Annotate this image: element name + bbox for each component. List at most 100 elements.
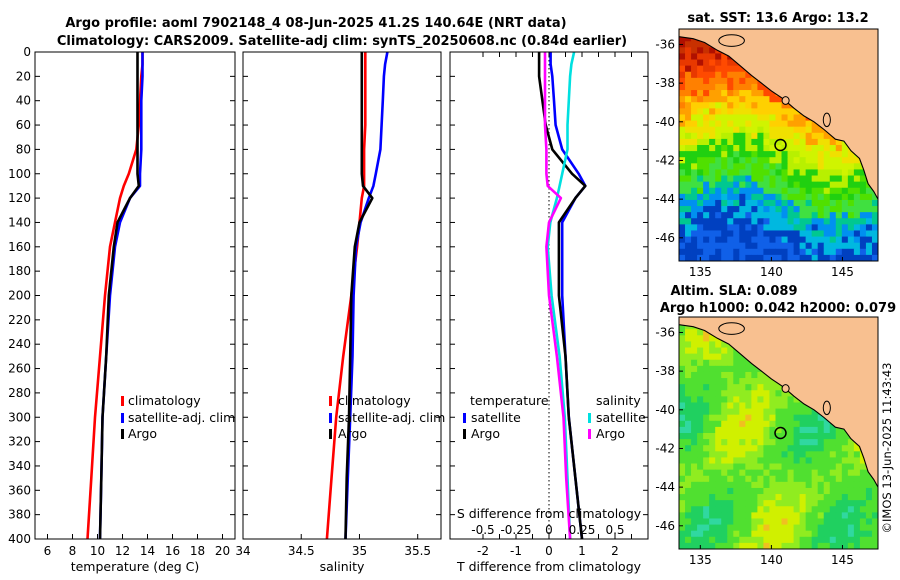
map-cell [703,542,710,550]
map-cell [751,506,758,513]
map-cell [805,518,813,525]
depth-tick-label: 40 [16,94,31,108]
map-cell [775,469,782,477]
depth-tick-label: 140 [8,215,31,229]
salinity-legend: climatology satellite-adj. clim Argo [329,393,445,441]
map-cell [769,199,776,207]
map-cell [775,108,782,115]
map-cell [679,396,686,403]
map-cell [751,242,758,250]
island [781,384,790,393]
map-cell [769,236,776,244]
map-cell [859,224,867,231]
map-cell [703,365,710,373]
map-cell [781,469,788,477]
map-cell [841,175,849,183]
map-cell [775,487,782,495]
map-cell [703,114,710,121]
map-cell [841,163,849,170]
map-cell [823,475,831,483]
map-cell [691,71,698,79]
map-cell [835,524,843,532]
map-cell [715,242,722,250]
map-cell [691,359,698,367]
map-cell [763,396,770,403]
map-cell [793,230,801,237]
map-cell [757,396,764,403]
map-cell [751,169,758,176]
map-cell [709,96,716,103]
map-cell [865,212,873,219]
series-line-climatology [86,52,144,540]
map-cell [763,157,770,164]
map-cell [871,487,879,495]
map-cell [823,530,831,538]
map-cell [715,457,722,464]
map-cell [715,487,722,495]
map-cell [829,475,837,483]
map-cell [739,402,746,409]
map-cell [715,365,722,373]
map-cell [769,524,776,532]
map-cell [703,90,710,97]
map-cell [793,396,801,403]
map-cell [853,175,861,183]
map-cell [847,163,855,170]
map-cell [793,469,801,477]
map-cell [727,420,734,428]
map-cell [841,494,849,501]
map-cell [679,151,686,158]
map-cell [763,193,770,201]
map-cell [721,206,728,213]
map-cell [709,506,716,513]
map-cell [709,378,716,385]
land-mass [679,29,878,200]
map-lat-tick-label: -38 [655,364,675,378]
map-lat-tick-label: -40 [655,403,675,417]
map-cell [775,248,782,256]
map-cell [811,524,819,532]
map-cell [805,218,813,225]
map-cell [781,463,788,471]
map-cell [793,151,801,158]
map-cell [679,163,686,170]
map-cell [745,384,752,391]
map-cell [829,193,837,201]
map-cell [709,530,716,538]
legend-label-argo: Argo [128,426,157,441]
map-cell [865,481,873,489]
map-cell [751,524,758,532]
legend-swatch-satellite [329,413,332,423]
depth-tick-label: 240 [8,337,31,351]
map-cell [823,254,831,262]
map-cell [751,187,758,195]
map-cell [721,212,728,219]
map-cell [799,463,807,471]
map-cell [727,248,734,256]
map-cell [805,500,813,507]
map-cell [691,193,698,201]
map-cell [745,181,752,189]
map-cell [775,199,782,207]
map-cell [709,236,716,244]
map-cell [841,236,849,244]
map-cell [697,187,704,195]
map-cell [799,414,807,422]
map-cell [847,181,855,189]
series-line-argo [98,52,141,540]
map-cell [703,59,710,67]
map-cell [841,169,849,176]
map-cell [775,120,782,128]
map-cell [697,157,704,164]
depth-tick-label: 380 [8,508,31,522]
map-cell [769,102,776,109]
map-cell [685,506,692,513]
temperature-panel: 6 8 10 12 14 16 18 20 temperature (deg C) clima… [34,51,236,574]
map-cell [697,151,704,158]
map-cell [745,242,752,250]
map-cell [715,469,722,477]
map-cell [805,187,813,195]
map-cell [685,457,692,464]
map-cell [679,212,686,219]
map-cell [679,481,686,489]
